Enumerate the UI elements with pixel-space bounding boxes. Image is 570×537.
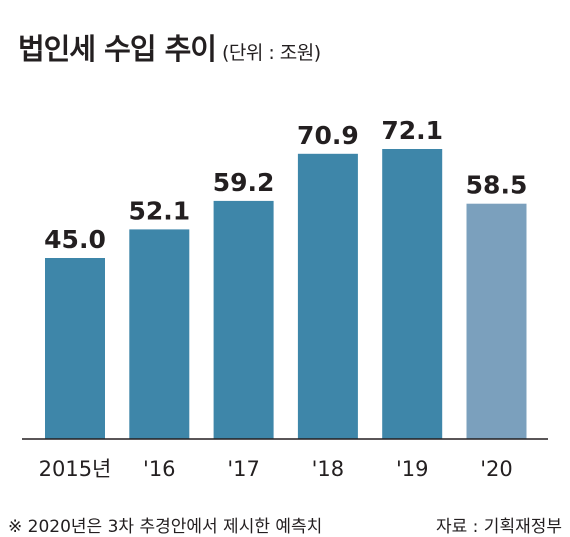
- category-label-0: 2015년: [39, 457, 112, 481]
- chart-title-block: 법인세 수입 추이 (단위 : 조원): [18, 26, 321, 68]
- category-label-1: '16: [143, 457, 176, 481]
- category-label-4: '19: [396, 457, 429, 481]
- category-label-5: '20: [480, 457, 513, 481]
- bar-1: [129, 229, 190, 439]
- footnote: ※ 2020년은 3차 추경안에서 제시한 예측치: [8, 517, 323, 537]
- chart-title: 법인세 수입 추이: [18, 32, 217, 66]
- value-label-1: 52.1: [128, 196, 190, 225]
- bar-4: [382, 149, 443, 439]
- value-label-2: 59.2: [213, 168, 275, 197]
- source-credit: 자료 : 기획재정부: [435, 517, 562, 537]
- category-label-2: '17: [227, 457, 260, 481]
- category-label-3: '18: [312, 457, 345, 481]
- bar-2: [213, 200, 274, 439]
- value-label-5: 58.5: [466, 171, 528, 200]
- unit-note: (단위 : 조원): [221, 42, 321, 64]
- bar-3: [297, 153, 358, 440]
- bar-0: [45, 258, 105, 439]
- value-label-3: 70.9: [297, 121, 359, 150]
- bar-5: [466, 203, 527, 439]
- value-label-0: 45.0: [44, 225, 106, 254]
- value-label-4: 72.1: [381, 116, 443, 145]
